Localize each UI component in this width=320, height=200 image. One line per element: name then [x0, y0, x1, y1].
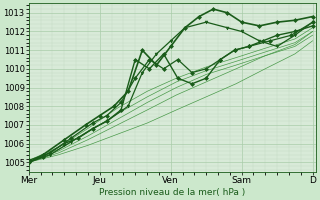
- X-axis label: Pression niveau de la mer( hPa ): Pression niveau de la mer( hPa ): [99, 188, 245, 197]
